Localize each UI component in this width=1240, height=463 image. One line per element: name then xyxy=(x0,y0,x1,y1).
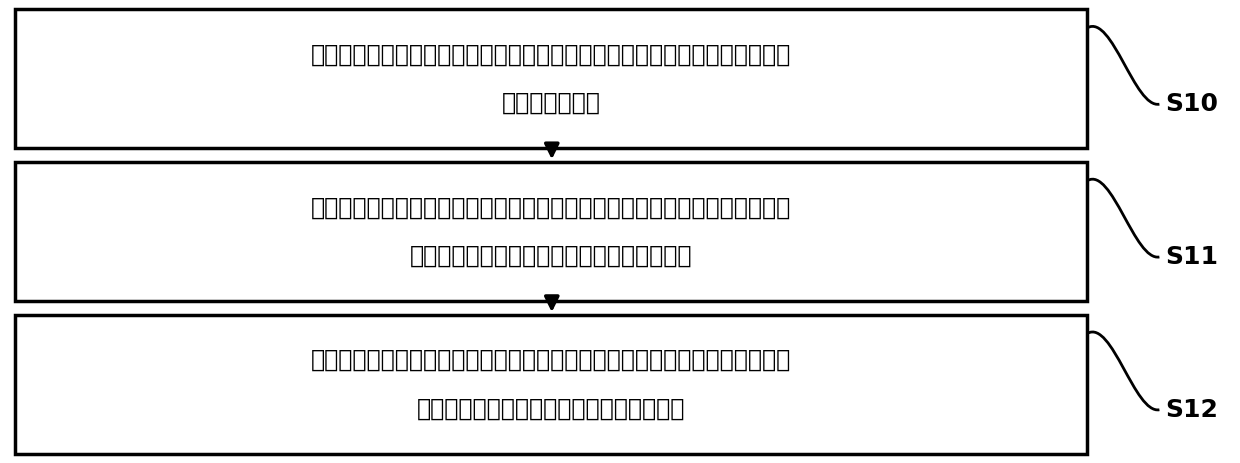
Text: 中附着的灰尘能够被甩出并附着在第一水膜上: 中附着的灰尘能够被甩出并附着在第一水膜上 xyxy=(410,244,692,268)
Text: S12: S12 xyxy=(1166,398,1219,422)
Text: 面形成第一水膜: 面形成第一水膜 xyxy=(502,91,600,115)
Text: S11: S11 xyxy=(1166,245,1219,269)
Text: 控制第一风扇以第二转速反向运转第二设定时长，以使第一风扇上和第一风道: 控制第一风扇以第二转速反向运转第二设定时长，以使第一风扇上和第一风道 xyxy=(311,195,791,219)
Text: 开启制冷模式并控制第一风扇以第一转速运转第一设定时长，以使蒸发器的表: 开启制冷模式并控制第一风扇以第一转速运转第一设定时长，以使蒸发器的表 xyxy=(311,43,791,67)
FancyBboxPatch shape xyxy=(15,9,1087,148)
FancyBboxPatch shape xyxy=(15,315,1087,454)
Text: 的冷凝水，并借助流动的冷凝水将灰尘排出: 的冷凝水，并借助流动的冷凝水将灰尘排出 xyxy=(417,396,686,420)
FancyBboxPatch shape xyxy=(15,162,1087,301)
Text: S10: S10 xyxy=(1166,92,1219,116)
Text: 控制第一风扇以第三转速运转第三设定时长，以使蒸发器的表面能够形成流动: 控制第一风扇以第三转速运转第三设定时长，以使蒸发器的表面能够形成流动 xyxy=(311,348,791,372)
